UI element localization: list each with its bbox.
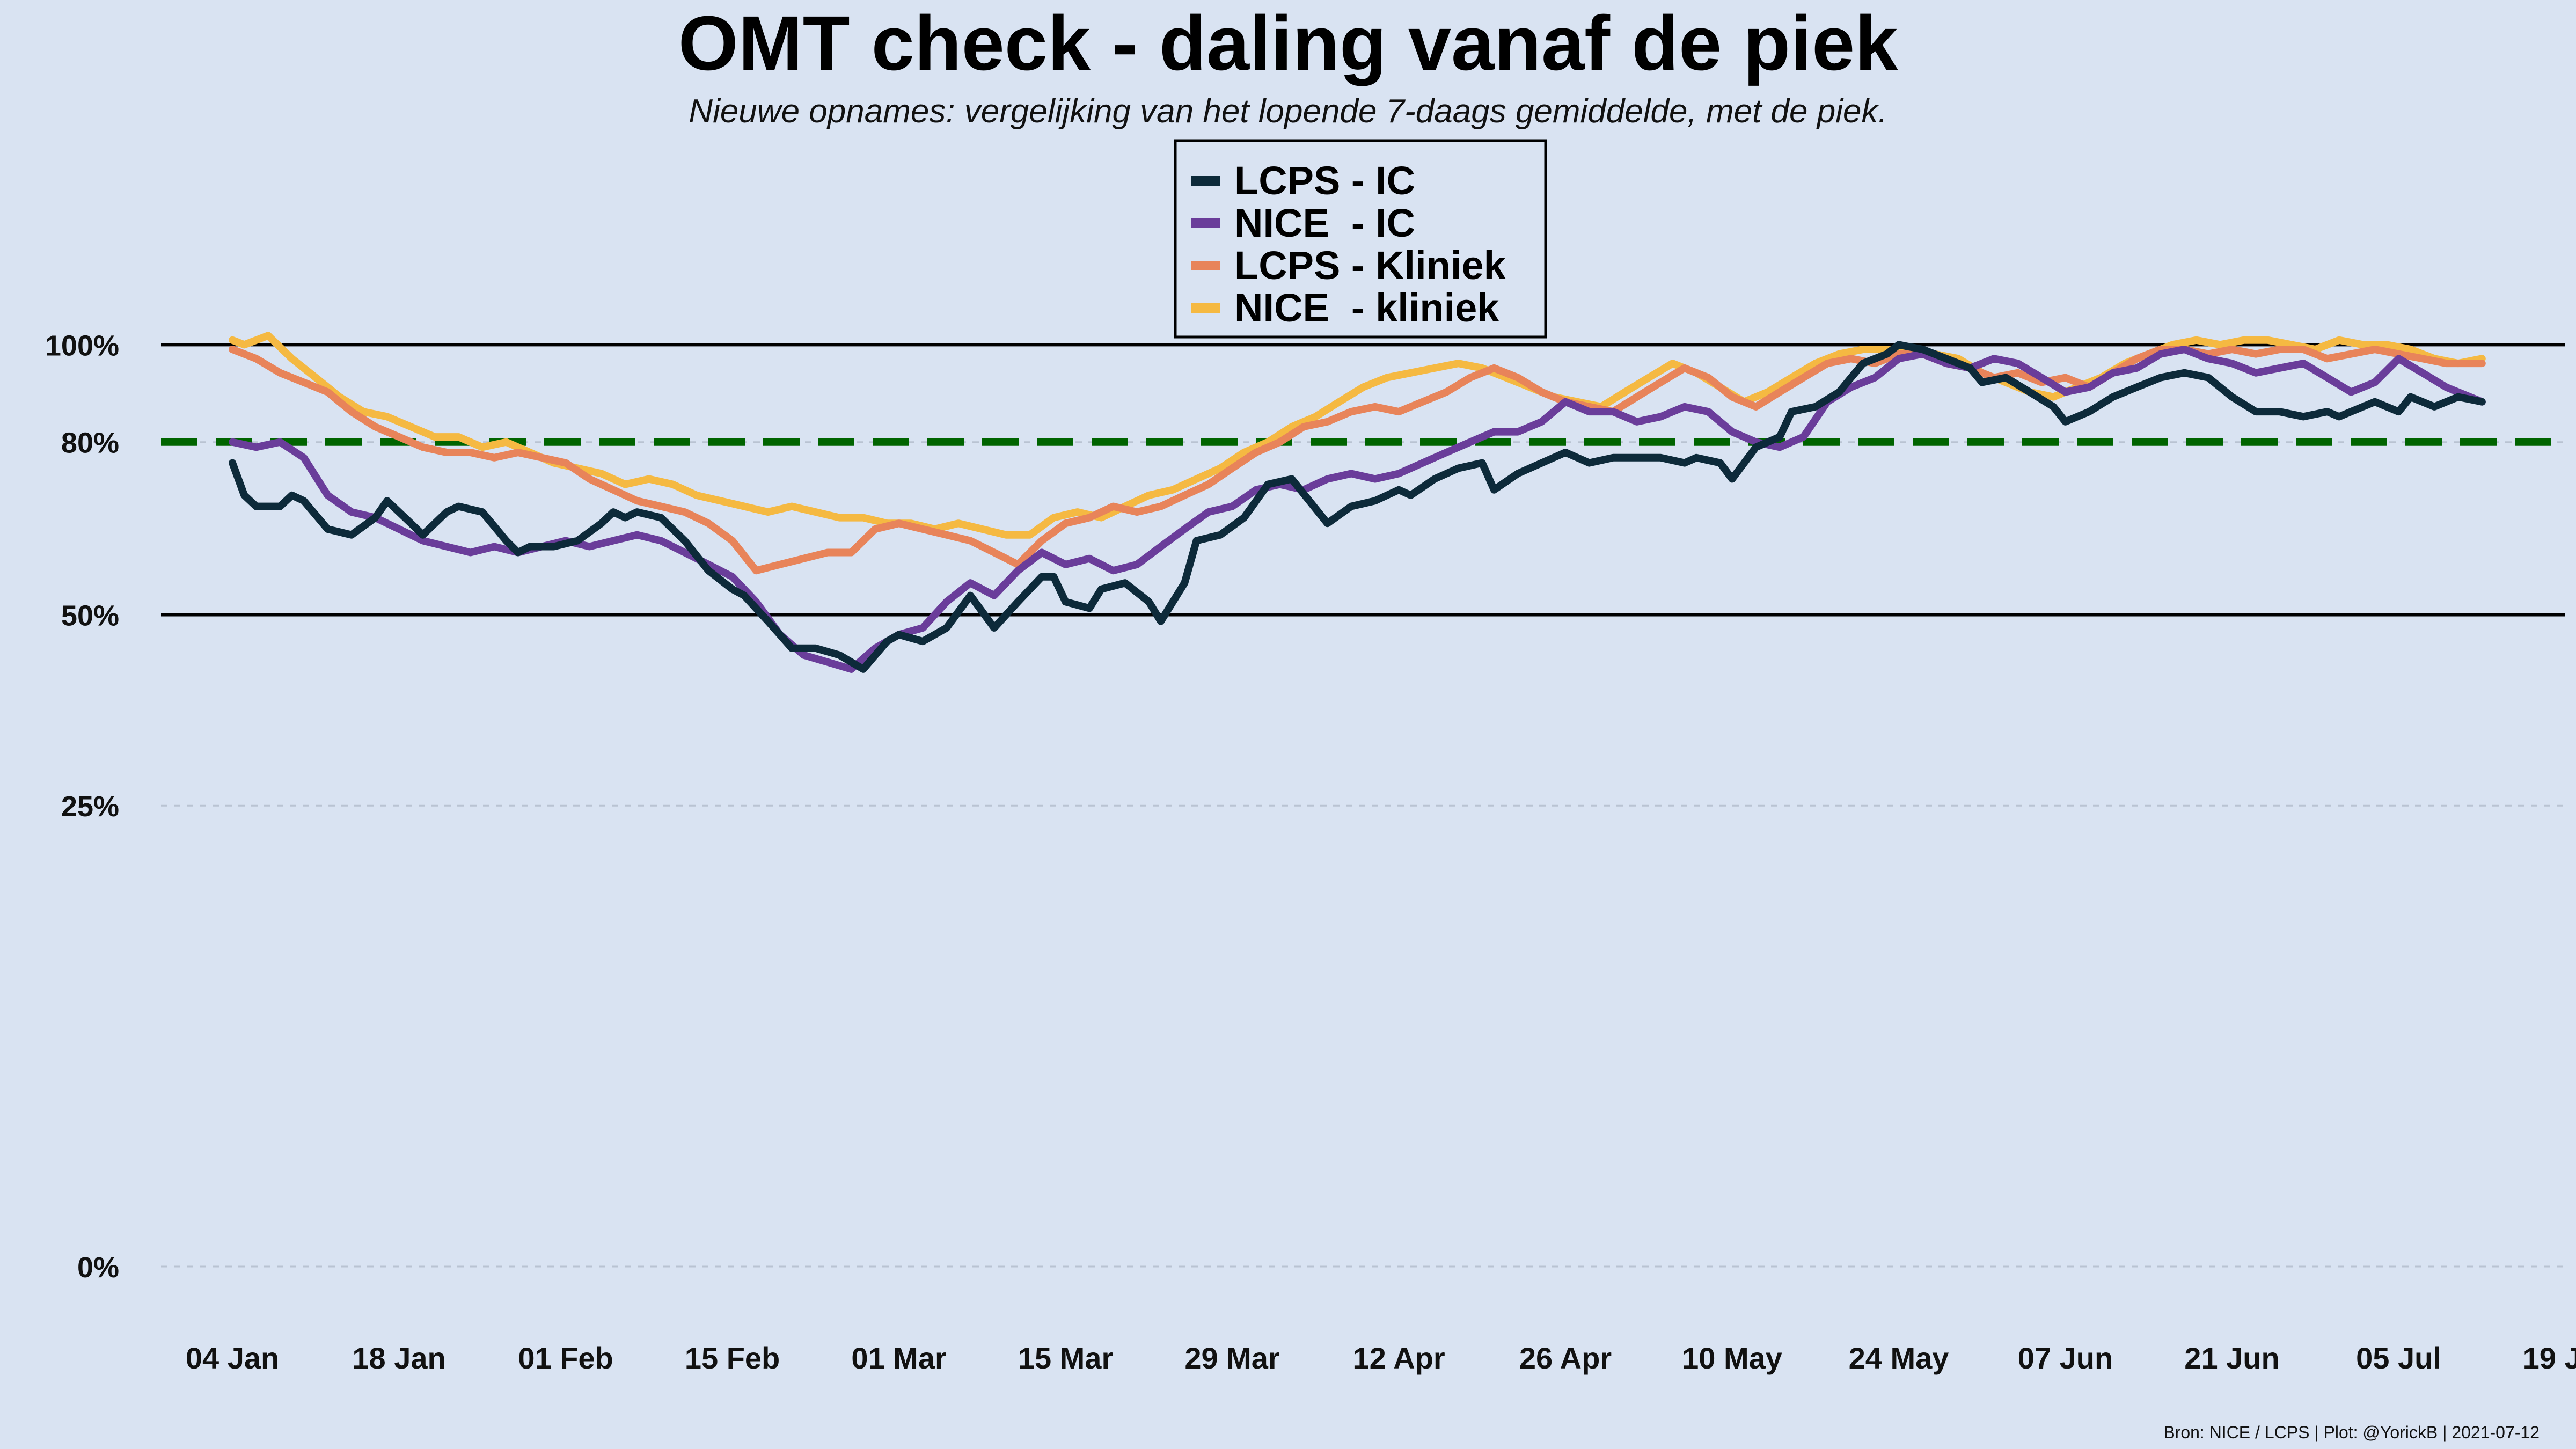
y-axis-ticks: 100% 80% 50% 25% 0% [45, 330, 119, 1284]
y-tick-label: 0% [77, 1252, 119, 1284]
legend-box [1174, 139, 1547, 339]
x-tick-label: 12 Apr [1352, 1341, 1445, 1375]
y-tick-label: 25% [61, 791, 119, 823]
x-tick-label: 04 Jan [186, 1341, 279, 1375]
grid-lines [161, 343, 2565, 1268]
x-tick-label: 26 Apr [1519, 1341, 1612, 1375]
x-tick-label: 05 Jul [2356, 1341, 2441, 1375]
x-tick-label: 21 Jun [2184, 1341, 2279, 1375]
x-tick-label: 18 Jan [352, 1341, 445, 1375]
chart-subtitle: Nieuwe opnames: vergelijking van het lop… [689, 93, 1887, 130]
legend-label: NICE - kliniek [1234, 286, 1499, 330]
legend-label: NICE - IC [1234, 201, 1415, 245]
x-tick-label: 24 May [1849, 1341, 1949, 1375]
x-tick-label: 19 Jul [2523, 1341, 2576, 1375]
x-tick-label: 01 Mar [851, 1341, 946, 1375]
legend-label: LCPS - Kliniek [1234, 243, 1506, 288]
x-tick-label: 07 Jun [2018, 1341, 2113, 1375]
x-tick-label: 15 Feb [685, 1341, 780, 1375]
legend-label: LCPS - IC [1234, 158, 1415, 203]
y-tick-label: 80% [61, 427, 119, 459]
series-line [229, 341, 2486, 673]
series-line [229, 346, 2486, 673]
x-tick-label: 01 Feb [518, 1341, 613, 1375]
y-tick-label: 100% [45, 330, 119, 362]
x-axis-ticks: 04 Jan 18 Jan 01 Feb 15 Feb 01 Mar 15 Mar 29 M… [186, 1341, 2576, 1375]
source-caption: Bron: NICE / LCPS | Plot: @YorickB | 202… [2163, 1423, 2540, 1442]
x-tick-label: 10 May [1682, 1341, 1782, 1375]
x-tick-label: 15 Mar [1018, 1341, 1113, 1375]
chart-title: OMT check - daling vanaf de piek [678, 0, 1898, 86]
series-lines [229, 332, 2486, 673]
x-tick-label: 29 Mar [1184, 1341, 1279, 1375]
y-tick-label: 50% [61, 599, 119, 632]
